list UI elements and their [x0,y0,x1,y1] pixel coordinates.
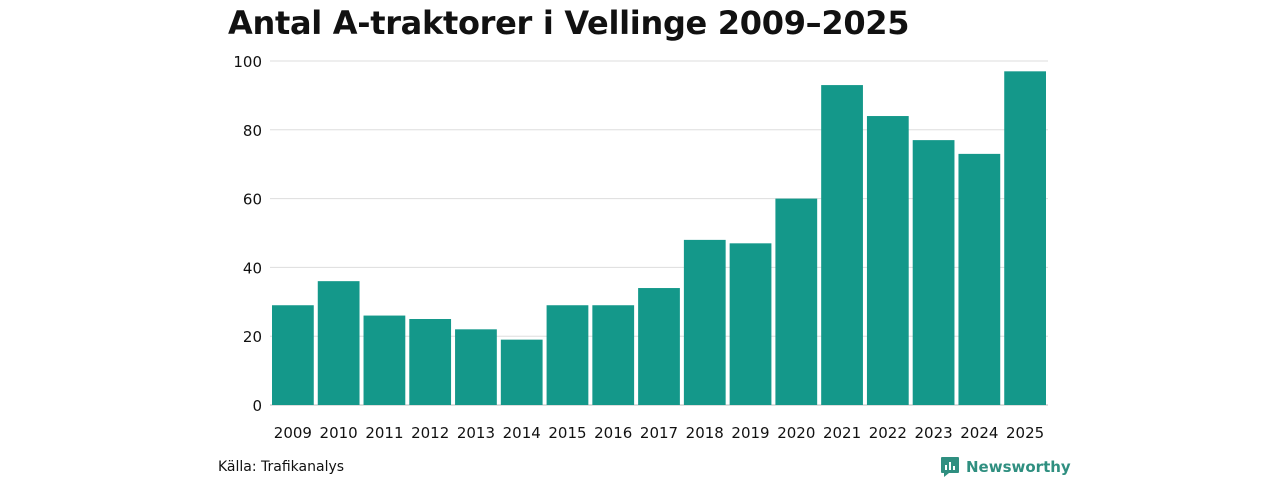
chart-title: Antal A-traktorer i Vellinge 2009–2025 [228,4,910,42]
x-tick-label: 2009 [274,424,312,442]
x-tick-label: 2023 [914,424,952,442]
y-tick-label: 20 [243,328,262,346]
bar-2021 [821,85,863,405]
x-tick-label: 2025 [1006,424,1044,442]
y-tick-label: 100 [233,53,262,71]
x-tick-label: 2014 [503,424,541,442]
bar-2016 [592,305,635,405]
x-tick-label: 2024 [960,424,998,442]
x-tick-label: 2018 [686,424,724,442]
x-axis-ticks: 2009 2010 2011 2012 2013 2014 2015 2016 2017 2018… [274,424,1044,442]
bar-2009 [272,305,314,405]
x-tick-label: 2017 [640,424,678,442]
y-tick-label: 60 [243,191,262,209]
bar-2014 [500,339,543,405]
x-tick-label: 2020 [777,424,815,442]
bar-2025 [1004,71,1046,405]
x-tick-label: 2012 [411,424,449,442]
x-tick-label: 2022 [869,424,907,442]
x-tick-label: 2013 [457,424,495,442]
x-tick-label: 2019 [731,424,769,442]
bar-2010 [317,281,360,405]
bar-2020 [775,198,818,405]
bar-2024 [958,153,1001,405]
bar-2012 [409,319,452,405]
y-tick-label: 80 [243,122,262,140]
y-tick-label: 0 [252,397,262,415]
bar-2011 [363,315,406,405]
bar-2022 [866,116,909,405]
bar-2023 [912,140,955,405]
x-tick-label: 2015 [548,424,586,442]
y-tick-label: 40 [243,259,262,277]
bar-2018 [683,239,726,405]
brand-logo: Newsworthy [940,456,1071,478]
bar-2015 [546,305,589,405]
newsworthy-logo-icon [941,457,959,477]
source-note: Källa: Trafikanalys [218,459,345,475]
x-tick-label: 2010 [320,424,358,442]
bar-2013 [455,329,497,405]
x-tick-label: 2016 [594,424,632,442]
y-axis-ticks: 0 20 40 60 80 100 [233,53,262,415]
bar-2017 [638,288,680,405]
brand-name: Newsworthy [966,458,1071,476]
bar-2019 [729,243,772,405]
x-tick-label: 2021 [823,424,861,442]
bars [272,71,1046,405]
x-tick-label: 2011 [365,424,403,442]
